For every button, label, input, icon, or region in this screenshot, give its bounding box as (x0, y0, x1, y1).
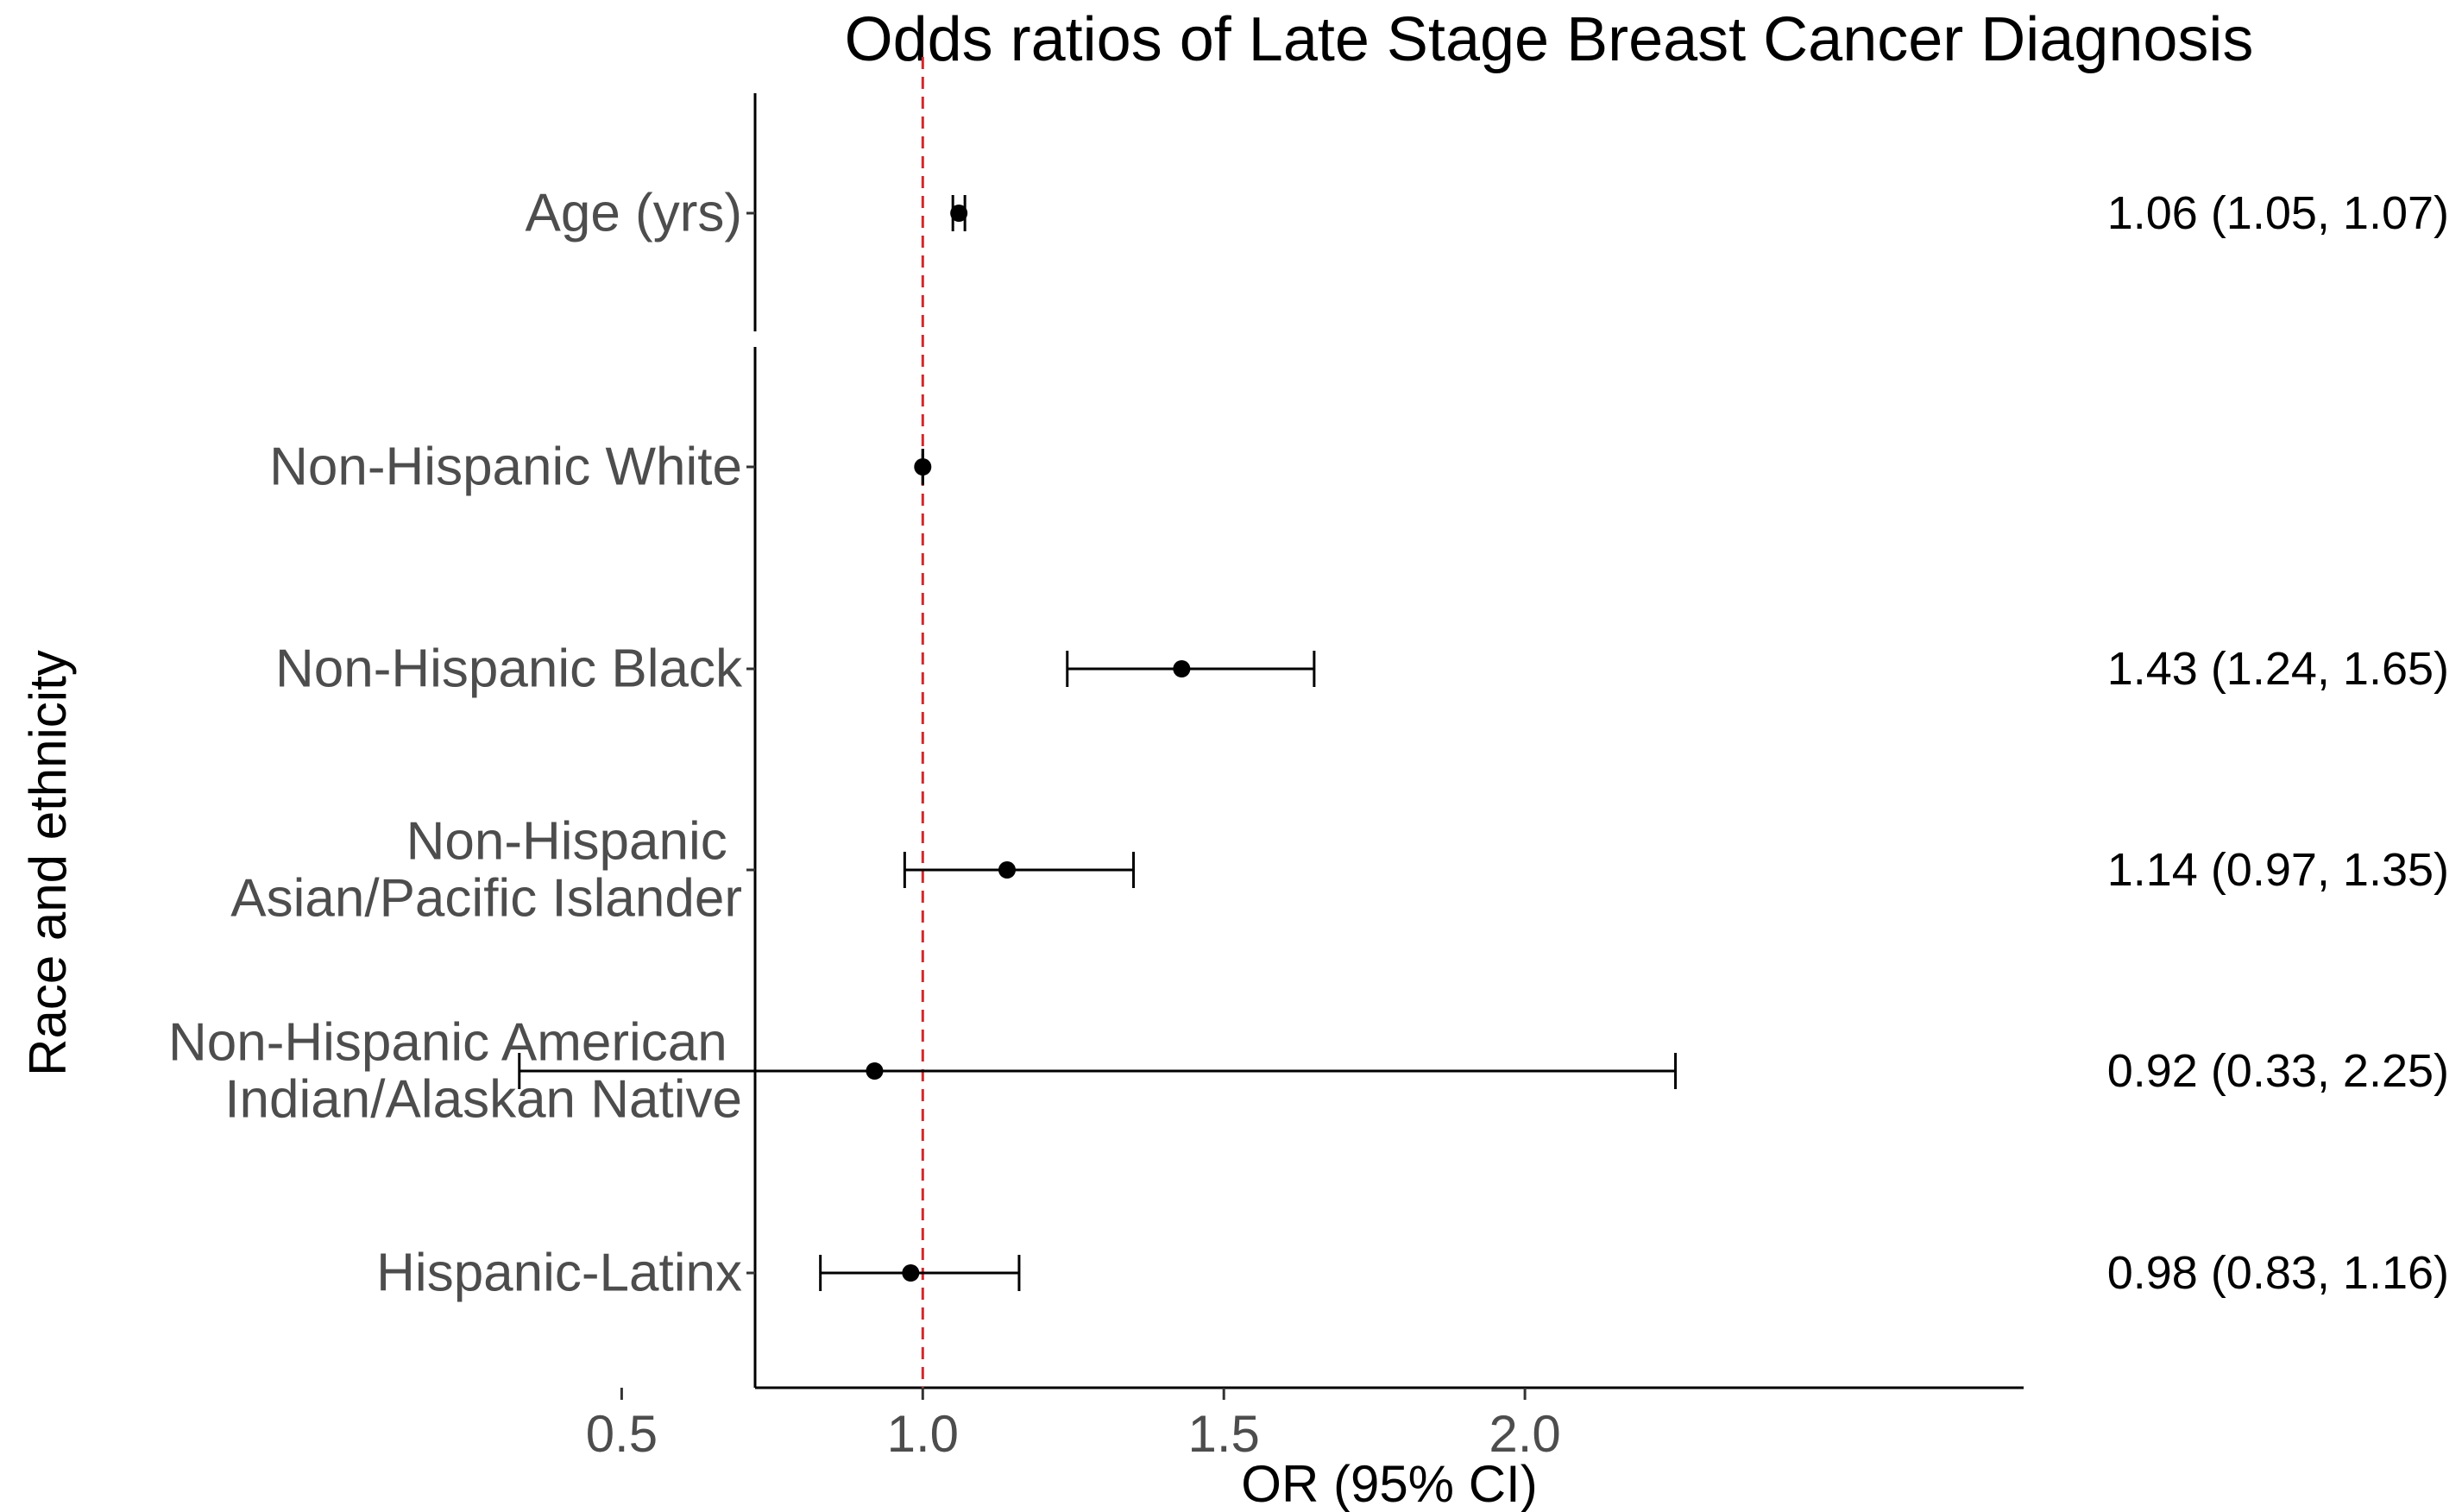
x-tick-label: 1.5 (1187, 1405, 1259, 1463)
or-annotation: 1.14 (0.97, 1.35) (2107, 844, 2449, 896)
point-estimate (998, 861, 1016, 879)
x-tick-label: 2.0 (1489, 1405, 1560, 1463)
x-tick-label: 0.5 (586, 1405, 658, 1463)
y-axis-label: Race and ethnicity (19, 650, 77, 1076)
chart-title: Odds ratios of Late Stage Breast Cancer … (845, 5, 2254, 74)
point-estimate (866, 1062, 884, 1080)
category-label: Non-Hispanic Black (275, 639, 743, 699)
plot-layer: 0.5 1.0 1.5 2.0 Age (yrs) 1.06 (1.05, 1.07) No… (168, 57, 2449, 1463)
x-axis-label: OR (95% CI) (1241, 1455, 1537, 1512)
category-label: Asian/Pacific Islander (230, 869, 742, 929)
or-annotation: 1.43 (1.24, 1.65) (2107, 643, 2449, 695)
category-label: Hispanic-Latinx (376, 1244, 742, 1303)
category-label: Non-Hispanic (406, 812, 742, 872)
category-label: Non-Hispanic White (269, 438, 742, 497)
or-annotation: 1.06 (1.05, 1.07) (2107, 187, 2449, 239)
category-label: Indian/Alaskan Native (224, 1070, 742, 1130)
point-estimate (914, 458, 932, 476)
category-label: Non-Hispanic American (168, 1013, 742, 1073)
point-estimate (902, 1264, 920, 1282)
or-annotation: 0.92 (0.33, 2.25) (2107, 1045, 2449, 1097)
point-estimate (950, 205, 968, 222)
or-annotation: 0.98 (0.83, 1.16) (2107, 1247, 2449, 1299)
category-label: Age (yrs) (526, 184, 742, 243)
point-estimate (1173, 660, 1191, 677)
x-tick-label: 1.0 (887, 1405, 959, 1463)
